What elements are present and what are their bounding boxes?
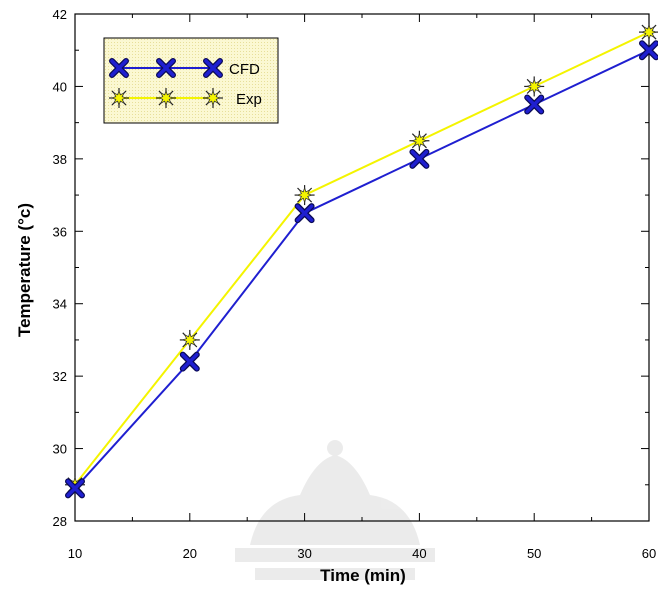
series-layer: [65, 22, 658, 499]
cfd-marker: [203, 58, 223, 78]
exp-marker: [294, 185, 315, 206]
cfd-marker: [409, 148, 430, 169]
y-tick-label: 34: [53, 297, 67, 312]
legend-label-cfd: CFD: [229, 61, 260, 78]
x-axis-title: Time (min): [320, 566, 406, 585]
exp-marker: [409, 130, 430, 151]
x-tick-label: 20: [183, 546, 197, 561]
cfd-marker: [65, 478, 85, 499]
y-tick-label: 38: [53, 152, 67, 167]
cfd-marker: [524, 94, 545, 115]
y-tick-label: 30: [53, 442, 67, 457]
legend: CFD Exp: [103, 37, 279, 124]
y-tick-label: 32: [53, 369, 67, 384]
y-tick-label: 42: [53, 7, 67, 22]
series-line-exp: [74, 31, 650, 486]
series-line-cfd: [74, 49, 650, 490]
x-tick-label: 30: [297, 546, 311, 561]
crown-watermark: [235, 440, 435, 580]
x-tick-label: 50: [527, 546, 541, 561]
exp-marker: [156, 88, 176, 108]
exp-marker: [109, 88, 129, 108]
exp-marker: [639, 22, 658, 43]
cfd-marker: [639, 40, 658, 61]
legend-label-exp: Exp: [236, 91, 262, 108]
cfd-marker: [156, 58, 176, 78]
cfd-marker: [179, 351, 200, 372]
x-tick-label: 60: [642, 546, 656, 561]
x-tick-label: 10: [68, 546, 82, 561]
exp-marker: [203, 88, 223, 108]
exp-marker: [524, 76, 545, 97]
y-axis: 28 30 32 34 36 38 40 42: [53, 7, 649, 529]
y-axis-title: Temperature (°c): [15, 203, 34, 337]
x-tick-label: 40: [412, 546, 426, 561]
legend-box: [103, 37, 279, 124]
x-axis: 10 20 30 40 50 60: [68, 14, 656, 561]
y-tick-label: 40: [53, 79, 67, 94]
cfd-marker: [294, 203, 315, 224]
cfd-marker: [109, 58, 129, 78]
exp-marker: [179, 329, 200, 350]
y-tick-label: 28: [53, 514, 67, 529]
y-tick-label: 36: [53, 224, 67, 239]
